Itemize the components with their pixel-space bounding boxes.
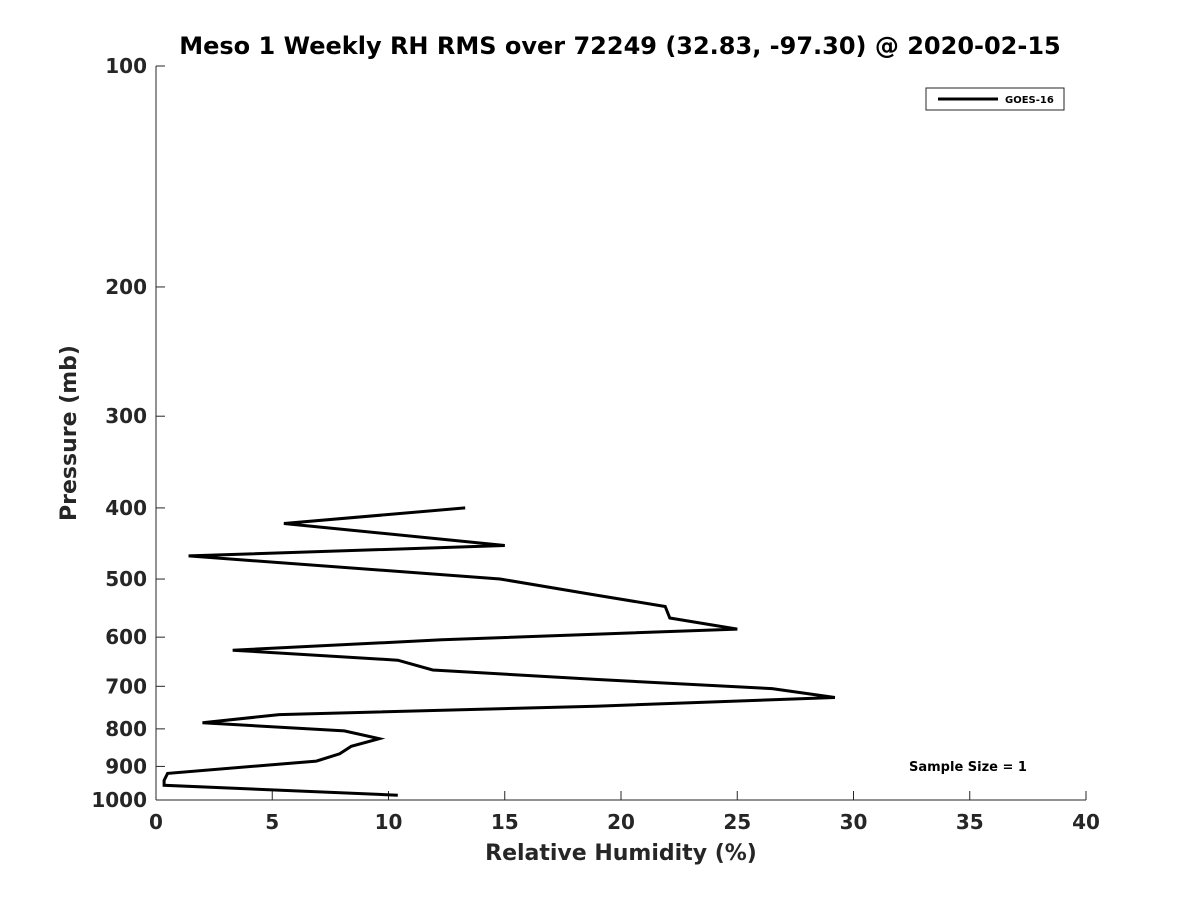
x-tick-label: 35: [956, 810, 984, 834]
x-tick-label: 5: [265, 810, 279, 834]
y-axis-label: Pressure (mb): [57, 345, 82, 521]
y-tick-label: 900: [105, 754, 147, 778]
y-ticks: 100 200 300 400 500 600 700 800 900 1000: [91, 54, 165, 812]
y-tick-label: 400: [105, 496, 147, 520]
y-tick-label: 100: [105, 54, 147, 78]
chart-title: Meso 1 Weekly RH RMS over 72249 (32.83, …: [179, 32, 1061, 60]
x-tick-label: 10: [375, 810, 403, 834]
series-layer: [162, 506, 836, 797]
y-tick-label: 1000: [91, 788, 147, 812]
x-ticks: 0 5 10 15 20 25 30 35 40: [149, 791, 1100, 834]
x-tick-label: 25: [723, 810, 751, 834]
y-tick-label: 600: [105, 625, 147, 649]
sample-size-annotation: Sample Size = 1: [909, 760, 1027, 775]
y-tick-label: 800: [105, 717, 147, 741]
y-tick-label: 200: [105, 275, 147, 299]
axes: [155, 66, 1086, 801]
y-tick-label: 500: [105, 567, 147, 591]
series-line-goes-16: [162, 506, 836, 797]
x-axis-label: Relative Humidity (%): [485, 841, 757, 866]
legend-label-goes-16: GOES-16: [1005, 95, 1054, 106]
x-tick-label: 20: [607, 810, 635, 834]
x-tick-label: 30: [840, 810, 868, 834]
y-tick-label: 300: [105, 404, 147, 428]
y-tick-label: 700: [105, 674, 147, 698]
x-tick-label: 0: [149, 810, 163, 834]
x-tick-label: 40: [1072, 810, 1100, 834]
legend: GOES-16: [925, 87, 1065, 111]
x-tick-label: 15: [491, 810, 519, 834]
